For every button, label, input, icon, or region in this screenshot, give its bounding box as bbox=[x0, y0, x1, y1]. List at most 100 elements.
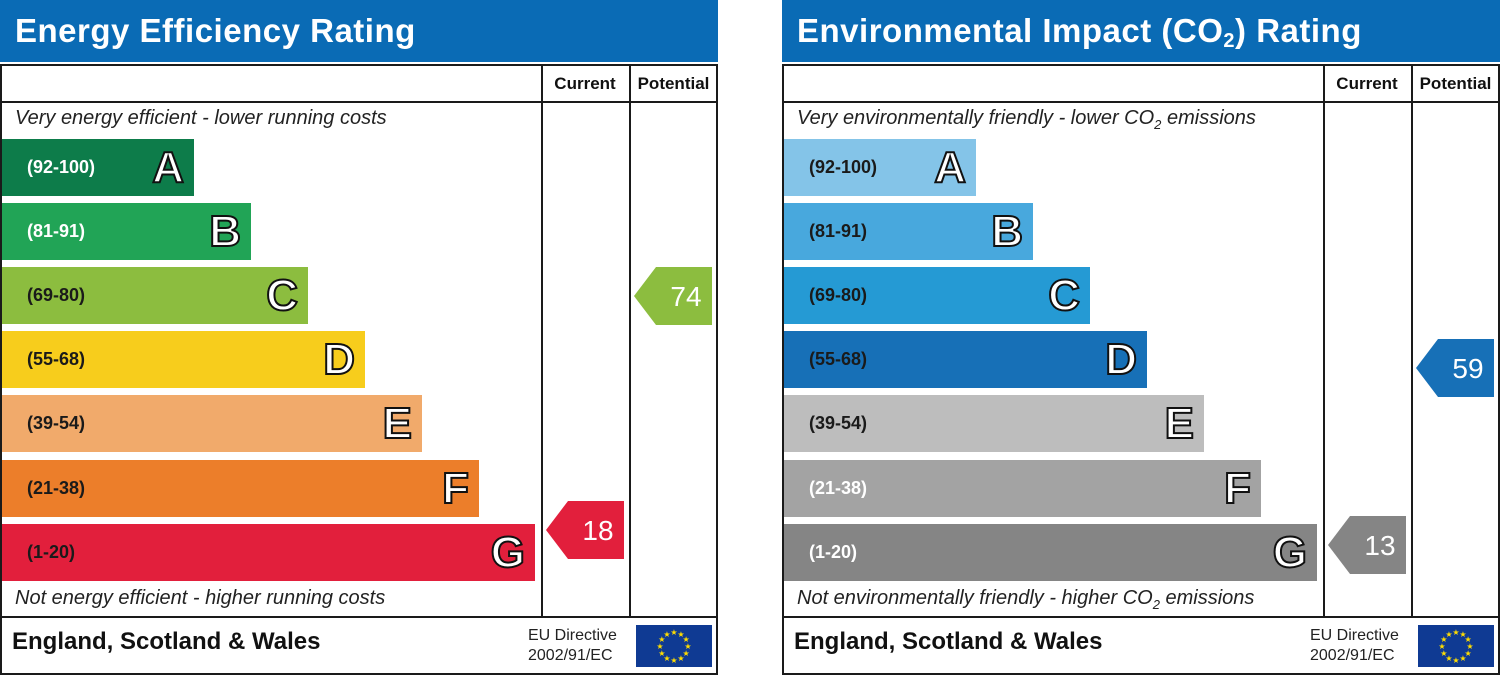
band-range-label: (81-91) bbox=[809, 221, 868, 241]
rating-band-e: (39-54) E bbox=[2, 395, 422, 452]
band-range-label: (55-68) bbox=[27, 349, 86, 369]
band-letter: E bbox=[382, 398, 413, 449]
band-letter: E bbox=[1164, 398, 1195, 449]
band-range-label: (69-80) bbox=[27, 285, 86, 305]
eu-star: ★ bbox=[1466, 642, 1473, 651]
potential-column-divider bbox=[629, 64, 631, 617]
eu-directive-label: EU Directive 2002/91/EC bbox=[528, 626, 617, 666]
current-rating-marker-shape bbox=[546, 501, 624, 559]
band-letter: C bbox=[265, 270, 299, 321]
band-range-label: (55-68) bbox=[809, 349, 868, 369]
band-letter: A bbox=[933, 142, 967, 193]
potential-rating-marker-value: 74 bbox=[670, 281, 701, 312]
potential-column-divider bbox=[1411, 64, 1413, 617]
band-letter: D bbox=[1104, 334, 1138, 385]
potential-rating-marker-shape bbox=[1416, 339, 1494, 397]
eu-star: ★ bbox=[1459, 654, 1466, 663]
band-letter: A bbox=[151, 142, 185, 193]
bottom-caption: Not environmentally friendly - higher CO… bbox=[797, 587, 1254, 612]
band-range-label: (69-80) bbox=[809, 285, 868, 305]
bottom-caption-text: Not environmentally friendly - higher CO bbox=[797, 587, 1153, 609]
band-letter: D bbox=[322, 334, 356, 385]
panel-title-text: Energy Efficiency Rating bbox=[15, 12, 416, 49]
eu-star: ★ bbox=[1438, 642, 1445, 651]
eu-directive-line-2: 2002/91/EC bbox=[1310, 647, 1395, 664]
rating-band-b: (81-91) B bbox=[2, 203, 251, 260]
eu-directive-line-1: EU Directive bbox=[1310, 627, 1399, 644]
bottom-caption-subscript: 2 bbox=[1152, 597, 1160, 612]
potential-rating-marker: 59 bbox=[1416, 339, 1494, 397]
eu-star: ★ bbox=[663, 630, 670, 639]
band-range-label: (92-100) bbox=[27, 157, 96, 177]
eu-star: ★ bbox=[683, 635, 690, 644]
eu-directive-label: EU Directive 2002/91/EC bbox=[1310, 626, 1399, 666]
band-range-label: (21-38) bbox=[809, 478, 868, 498]
rating-band-d: (55-68) D bbox=[784, 331, 1147, 388]
rating-band-a: (92-100) A bbox=[2, 139, 194, 196]
header-divider bbox=[782, 101, 1500, 103]
eu-star: ★ bbox=[1465, 635, 1472, 644]
band-letter: B bbox=[208, 206, 242, 257]
band-letter: B bbox=[990, 206, 1024, 257]
eu-directive-line-2: 2002/91/EC bbox=[528, 647, 613, 664]
header-divider bbox=[0, 101, 718, 103]
rating-band-a: (92-100) A bbox=[784, 139, 976, 196]
band-letter: F bbox=[441, 463, 470, 514]
current-rating-marker-value: 13 bbox=[1364, 530, 1395, 561]
top-caption: Very energy efficient - lower running co… bbox=[15, 107, 387, 130]
potential-rating-marker-shape bbox=[634, 267, 712, 325]
current-rating-marker: 18 bbox=[546, 501, 624, 559]
eu-flag-icon: ★ ★★★★★★★★★★★ bbox=[1418, 625, 1494, 667]
eu-star: ★ bbox=[677, 630, 684, 639]
column-header-current: Current bbox=[554, 74, 616, 93]
eu-star: ★ bbox=[670, 628, 677, 637]
footer-region-label: England, Scotland & Wales bbox=[794, 628, 1103, 655]
band-range-label: (39-54) bbox=[809, 413, 868, 433]
eu-star: ★ bbox=[1445, 630, 1452, 639]
eu-star: ★ bbox=[658, 649, 665, 658]
rating-frame bbox=[0, 64, 718, 675]
eu-star: ★ bbox=[1445, 654, 1452, 663]
band-range-label: (1-20) bbox=[809, 542, 858, 562]
eu-star: ★ bbox=[658, 635, 665, 644]
rating-band-c: (69-80) C bbox=[784, 267, 1090, 324]
rating-band-c: (69-80) C bbox=[2, 267, 308, 324]
rating-band-g: (1-20) G bbox=[2, 524, 535, 581]
column-header-potential: Potential bbox=[1419, 74, 1492, 93]
bottom-caption: Not energy efficient - higher running co… bbox=[15, 587, 385, 610]
eu-flag-icon: ★ ★★★★★★★★★★★ bbox=[636, 625, 712, 667]
band-range-label: (92-100) bbox=[809, 157, 878, 177]
column-header-potential: Potential bbox=[637, 74, 710, 93]
footer-divider bbox=[0, 616, 718, 618]
top-caption-text-end: emissions bbox=[1161, 107, 1256, 129]
rating-band-b: (81-91) B bbox=[784, 203, 1033, 260]
panel-title-subscript: 2 bbox=[1223, 30, 1236, 52]
top-caption-text: Very energy efficient - lower running co… bbox=[15, 107, 387, 129]
environmental-impact-panel: Environmental Impact (CO2) Rating Current… bbox=[782, 0, 1500, 675]
eu-star: ★ bbox=[1452, 656, 1459, 665]
panel-title-text-end: ) Rating bbox=[1235, 12, 1362, 49]
band-letter: F bbox=[1223, 463, 1252, 514]
eu-star: ★ bbox=[1440, 649, 1447, 658]
footer-region-label: England, Scotland & Wales bbox=[12, 628, 321, 655]
rating-band-f: (21-38) F bbox=[2, 460, 479, 517]
rating-band-g: (1-20) G bbox=[784, 524, 1317, 581]
rating-frame bbox=[782, 64, 1500, 675]
column-header-current: Current bbox=[1336, 74, 1398, 93]
rating-band-d: (55-68) D bbox=[2, 331, 365, 388]
bottom-caption-text: Not energy efficient - higher running co… bbox=[15, 587, 386, 609]
eu-star: ★ bbox=[1465, 649, 1472, 658]
eu-star: ★ bbox=[670, 656, 677, 665]
eu-star: ★ bbox=[1459, 630, 1466, 639]
band-range-label: (21-38) bbox=[27, 478, 86, 498]
band-range-label: (81-91) bbox=[27, 221, 86, 241]
rating-band-f: (21-38) F bbox=[784, 460, 1261, 517]
eu-star: ★ bbox=[1452, 628, 1459, 637]
top-caption-text: Very environmentally friendly - lower CO bbox=[797, 107, 1155, 129]
band-letter: C bbox=[1047, 270, 1081, 321]
footer-divider bbox=[782, 616, 1500, 618]
current-rating-marker-value: 18 bbox=[582, 515, 613, 546]
eu-star: ★ bbox=[656, 642, 663, 651]
eu-directive-line-1: EU Directive bbox=[528, 627, 617, 644]
current-rating-marker-shape bbox=[1328, 516, 1406, 574]
